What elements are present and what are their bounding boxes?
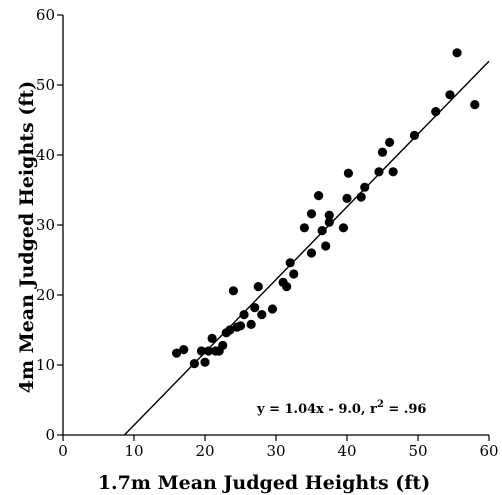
data-point <box>338 223 349 233</box>
data-point <box>196 346 207 356</box>
x-tick-label: 50 <box>408 442 427 460</box>
regression-line <box>123 60 490 436</box>
data-point <box>282 282 292 292</box>
y-tick-label: 0 <box>45 426 55 444</box>
data-point <box>207 333 217 343</box>
data-point <box>470 100 480 110</box>
x-tick-label: 0 <box>58 442 68 460</box>
data-point <box>314 191 324 201</box>
x-tick-label: 40 <box>337 442 356 460</box>
data-point <box>388 167 398 177</box>
data-point <box>257 310 267 320</box>
data-point <box>172 348 182 358</box>
data-point <box>189 359 199 369</box>
data-point <box>289 269 299 279</box>
x-tick-label: 20 <box>195 442 214 460</box>
data-point <box>267 304 278 314</box>
data-point <box>235 321 246 331</box>
data-point <box>445 90 455 100</box>
data-point <box>324 217 334 227</box>
y-tick-label: 10 <box>36 356 55 374</box>
data-point <box>218 340 228 350</box>
data-point <box>299 223 309 233</box>
data-point <box>324 210 334 220</box>
data-point <box>377 147 388 157</box>
data-point <box>360 182 370 192</box>
data-point <box>343 168 354 178</box>
data-point <box>385 137 395 147</box>
data-point <box>203 346 214 356</box>
axis-ticks: 0 10 20 30 40 50 60 0 10 20 30 40 50 60 <box>36 6 499 460</box>
x-tick-label: 10 <box>124 442 143 460</box>
y-axis-title: 4m Mean Judged Heights (ft) <box>16 81 38 394</box>
data-point <box>200 357 210 367</box>
data-point <box>239 310 249 320</box>
y-tick-label: 20 <box>36 286 55 304</box>
x-tick-label: 30 <box>266 442 285 460</box>
data-point <box>409 130 420 140</box>
data-point <box>452 48 462 58</box>
data-point <box>317 226 327 236</box>
data-point <box>246 319 256 329</box>
y-tick-label: 40 <box>36 146 55 164</box>
regression-equation: y = 1.04x - 9.0, r2 = .96 <box>256 399 426 417</box>
data-point <box>321 241 331 251</box>
y-tick-label: 30 <box>36 216 55 234</box>
x-tick-label: 60 <box>479 442 498 460</box>
data-point <box>356 192 366 202</box>
axes <box>62 15 489 436</box>
data-point <box>228 286 238 296</box>
equation-exponent: 2 <box>377 399 384 410</box>
data-point <box>374 167 384 177</box>
data-point <box>306 209 317 219</box>
data-point <box>342 193 352 203</box>
y-tick-label: 50 <box>36 76 55 94</box>
data-point <box>306 248 317 258</box>
data-point <box>253 282 263 292</box>
equation-r-value: = .96 <box>384 402 427 417</box>
equation-text: y = 1.04x - 9.0, r <box>256 402 377 417</box>
x-axis-title: 1.7m Mean Judged Heights (ft) <box>98 472 430 494</box>
data-points <box>172 48 480 369</box>
data-point <box>179 345 189 355</box>
data-point <box>250 303 260 313</box>
data-point <box>225 325 235 335</box>
data-point <box>285 258 295 268</box>
data-point <box>431 107 441 117</box>
y-tick-label: 60 <box>36 6 55 24</box>
